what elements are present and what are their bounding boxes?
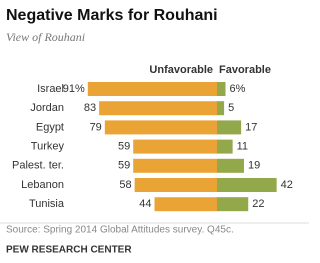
category-label: Egypt [36, 121, 64, 133]
category-label: Turkey [31, 141, 65, 153]
value-label: 19 [248, 160, 260, 172]
bar [217, 139, 233, 154]
value-label: 58 [119, 179, 131, 191]
value-label: 79 [90, 121, 102, 133]
value-label: 5 [228, 102, 234, 114]
chart-title: Negative Marks for Rouhani [6, 7, 218, 24]
bar [217, 120, 242, 135]
footer: PEW RESEARCH CENTER [6, 244, 132, 255]
value-label: 44 [139, 198, 151, 210]
value-label: 83 [84, 102, 96, 114]
category-label: Jordan [30, 102, 64, 114]
value-label: 6% [230, 83, 246, 95]
value-label: 42 [281, 179, 293, 191]
source: Source: Spring 2014 Global Attitudes sur… [6, 224, 234, 235]
bar [133, 158, 217, 173]
chart: Negative Marks for Rouhani View of Rouha… [0, 7, 309, 255]
legend-label: Unfavorable [149, 64, 213, 76]
category-label: Israel [37, 83, 64, 95]
value-label: 22 [252, 198, 264, 210]
value-label: 17 [245, 121, 257, 133]
bar [217, 82, 226, 96]
bar [217, 101, 225, 116]
category-label: Lebanon [21, 179, 64, 191]
category-label: Tunisia [29, 198, 65, 210]
value-label: 59 [118, 160, 130, 172]
category-label: Palest. ter. [12, 160, 64, 172]
bar [87, 82, 217, 96]
bar [217, 178, 277, 192]
bar [99, 101, 217, 116]
bar [133, 139, 217, 154]
legend-label: Favorable [219, 64, 271, 76]
value-label: 91% [63, 83, 85, 95]
bar [217, 158, 244, 173]
bar [134, 178, 217, 192]
value-label: 11 [237, 141, 248, 153]
bar [104, 120, 217, 135]
value-label: 59 [118, 141, 130, 153]
bar [217, 197, 249, 212]
bar [154, 197, 217, 212]
chart-subtitle: View of Rouhani [6, 30, 85, 44]
